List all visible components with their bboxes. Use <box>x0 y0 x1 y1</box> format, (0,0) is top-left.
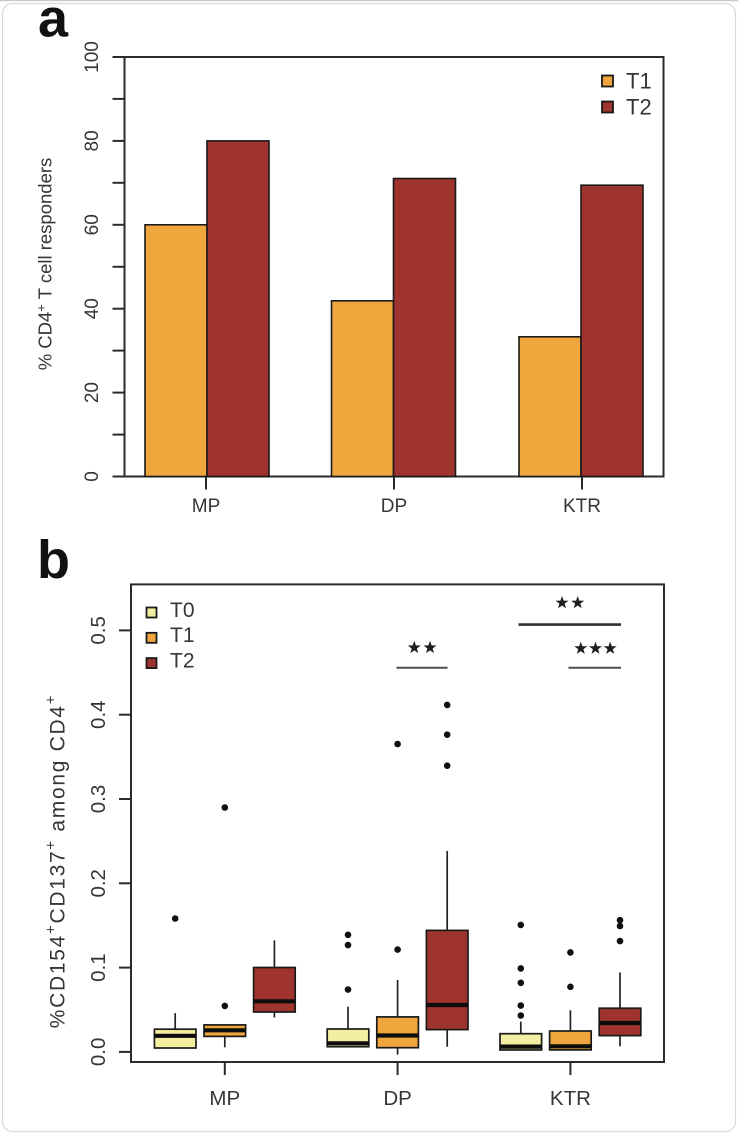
svg-text:T1: T1 <box>626 69 652 94</box>
svg-text:%CD154+CD137+ among CD4+: %CD154+CD137+ among CD4+ <box>43 694 70 1028</box>
svg-text:KTR: KTR <box>563 496 601 517</box>
svg-text:DP: DP <box>383 1087 411 1110</box>
svg-text:0.2: 0.2 <box>87 869 110 898</box>
svg-text:a: a <box>38 0 69 49</box>
svg-text:0: 0 <box>82 471 103 482</box>
svg-text:T0: T0 <box>170 599 195 622</box>
svg-text:MP: MP <box>209 1087 240 1110</box>
svg-text:0.3: 0.3 <box>87 785 110 814</box>
svg-text:0.4: 0.4 <box>87 700 110 729</box>
svg-text:100: 100 <box>82 41 103 73</box>
svg-text:MP: MP <box>192 496 221 517</box>
svg-text:20: 20 <box>82 382 103 403</box>
svg-text:80: 80 <box>82 130 103 151</box>
svg-text:0.1: 0.1 <box>87 953 110 982</box>
svg-text:T2: T2 <box>170 649 195 672</box>
svg-text:40: 40 <box>82 298 103 319</box>
svg-text:60: 60 <box>82 214 103 235</box>
svg-text:b: b <box>37 530 70 590</box>
svg-text:DP: DP <box>381 496 407 517</box>
svg-text:0.0: 0.0 <box>87 1038 110 1067</box>
svg-text:T2: T2 <box>626 95 652 120</box>
svg-text:T1: T1 <box>170 624 195 647</box>
svg-text:0.5: 0.5 <box>87 616 110 645</box>
svg-text:KTR: KTR <box>550 1087 591 1110</box>
svg-text:% CD4+ T cell responders: % CD4+ T cell responders <box>34 158 56 371</box>
